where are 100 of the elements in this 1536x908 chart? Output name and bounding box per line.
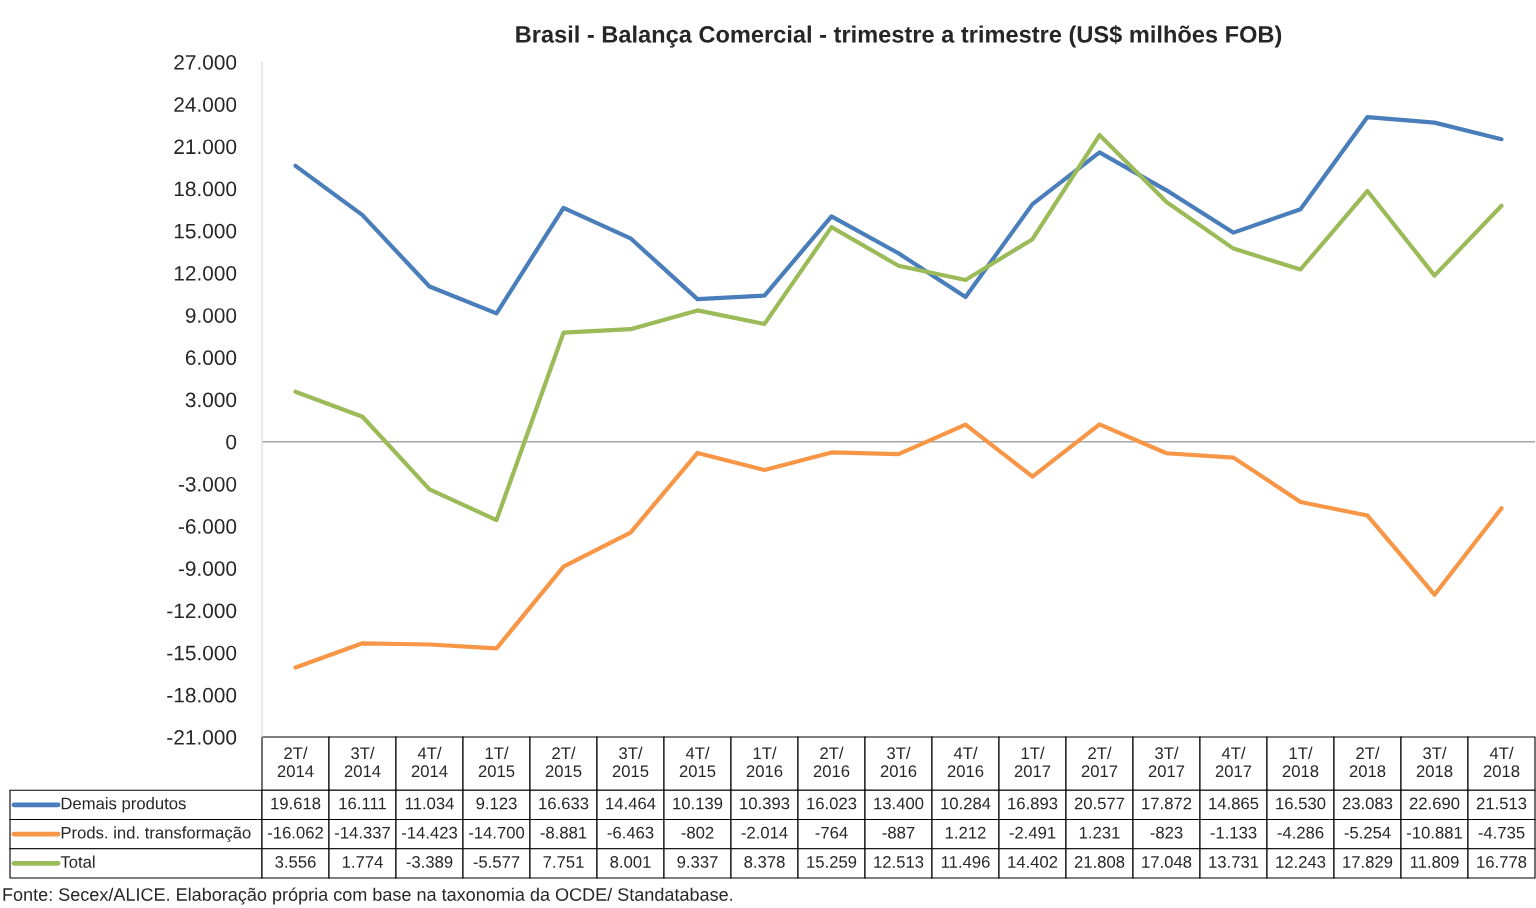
data-label: 11.034 (405, 797, 454, 810)
data-label: 16.893 (1008, 797, 1058, 810)
data-label: 12.513 (874, 856, 924, 868)
data-label: 14.402 (1008, 856, 1058, 868)
x-tick-label: 1T/ 2018 (1282, 746, 1319, 778)
legend-label: Demais produtos (61, 797, 186, 813)
x-tick-label: 4T/ 2018 (1483, 746, 1520, 778)
data-label: 19.618 (271, 797, 321, 810)
y-tick-label: 24.000 (174, 97, 237, 112)
data-label: 14.865 (1209, 797, 1259, 810)
data-label: 23.083 (1342, 797, 1393, 810)
data-label: -887 (882, 826, 915, 839)
x-tick-label: 3T/ 2017 (1148, 746, 1185, 778)
x-tick-label: 3T/ 2014 (344, 746, 381, 778)
y-tick-label: -12.000 (167, 603, 237, 619)
chart-title: Brasil - Balança Comercial - trimestre a trimestre (US$ milhões FOB) (516, 25, 1282, 48)
data-label: -14.423 (401, 826, 458, 839)
y-tick-label: 9.000 (185, 308, 237, 323)
y-tick-label: 6.000 (185, 350, 237, 366)
y-tick-label: 0 (226, 434, 237, 450)
y-tick-label: 18.000 (174, 181, 237, 197)
data-label: 22.690 (1409, 797, 1460, 810)
data-label: 13.400 (874, 797, 924, 810)
y-tick-label: -15.000 (167, 645, 237, 661)
data-label: 14.464 (606, 797, 656, 810)
data-label: -764 (815, 826, 848, 839)
x-tick-label: 1T/ 2016 (746, 746, 783, 778)
x-tick-label: 2T/ 2015 (545, 746, 582, 778)
y-tick-label: -18.000 (167, 687, 237, 703)
data-label: 1.231 (1079, 826, 1120, 839)
data-label: 8.001 (610, 856, 651, 868)
data-label: -2.491 (1009, 826, 1056, 839)
data-label: 9.337 (677, 856, 718, 868)
data-label: 1.212 (945, 826, 986, 839)
data-label: -823 (1150, 826, 1183, 839)
data-label: -14.700 (468, 826, 525, 839)
data-label: -1.133 (1210, 826, 1257, 839)
data-label: 21.513 (1476, 797, 1527, 810)
line-series (293, 114, 1504, 316)
data-label: -5.254 (1344, 826, 1391, 839)
x-tick-label: 3T/ 2016 (880, 746, 917, 778)
y-tick-label: 27.000 (174, 55, 237, 70)
data-label: -6.463 (607, 826, 654, 839)
x-tick-label: 2T/ 2014 (277, 746, 314, 778)
data-label: 8.378 (744, 856, 785, 868)
data-label: 20.577 (1074, 797, 1125, 810)
legend-label: Total (60, 855, 95, 868)
x-tick-label: 4T/ 2015 (679, 746, 716, 778)
x-tick-label: 1T/ 2015 (478, 746, 515, 778)
y-tick-label: -9.000 (178, 561, 237, 576)
legend-label: Prods. ind. transformação (61, 826, 251, 842)
data-label: -2.014 (741, 826, 788, 839)
data-label: -4.735 (1478, 826, 1525, 839)
x-tick-label: 3T/ 2015 (612, 746, 649, 778)
data-label: -802 (681, 826, 714, 839)
y-tick-label: 12.000 (174, 265, 237, 281)
data-label: 16.530 (1276, 797, 1326, 810)
x-tick-label: 2T/ 2016 (813, 746, 850, 778)
source-note: Fonte: Secex/ALICE. Elaboração própria com base na taxonomia da OCDE/ Standatabase. (3, 887, 733, 905)
data-label: -4.286 (1277, 826, 1324, 839)
y-tick-label: -6.000 (178, 519, 237, 534)
data-label: 17.872 (1142, 797, 1192, 810)
data-label: 11.809 (1410, 856, 1459, 868)
x-tick-label: 4T/ 2016 (947, 746, 984, 778)
data-label: 12.243 (1276, 856, 1326, 868)
x-tick-label: 4T/ 2017 (1215, 746, 1252, 778)
y-tick-label: -3.000 (178, 476, 237, 492)
data-label: 10.393 (740, 797, 790, 810)
data-label: -10.881 (1406, 826, 1462, 839)
data-label: -14.337 (334, 826, 390, 839)
data-label: 10.139 (673, 797, 723, 810)
y-tick-label: -21.000 (167, 730, 237, 745)
data-label: 16.023 (807, 797, 857, 810)
x-tick-label: 4T/ 2014 (411, 746, 448, 778)
data-label: 9.123 (476, 797, 517, 810)
data-label: 3.556 (275, 856, 316, 868)
x-tick-label: 3T/ 2018 (1416, 746, 1453, 778)
data-label: 16.633 (539, 797, 589, 810)
data-label: 17.829 (1343, 856, 1393, 868)
data-label: 16.111 (339, 797, 386, 810)
data-label: 15.259 (807, 856, 857, 868)
data-label: 1.774 (342, 856, 383, 868)
data-label: -3.389 (406, 856, 453, 868)
data-label: 17.048 (1142, 856, 1192, 868)
data-label: 11.496 (941, 856, 990, 868)
y-tick-label: 3.000 (185, 392, 237, 408)
data-label: 7.751 (543, 856, 584, 868)
x-tick-label: 2T/ 2018 (1349, 746, 1386, 778)
data-label: 13.731 (1209, 856, 1259, 868)
y-tick-label: 15.000 (174, 223, 237, 239)
data-label: -16.062 (267, 826, 323, 839)
line-series (293, 422, 1504, 670)
data-label: -5.577 (473, 856, 520, 868)
data-label: 10.284 (941, 797, 991, 810)
data-label: -8.881 (540, 826, 587, 839)
x-tick-label: 1T/ 2017 (1014, 746, 1051, 778)
y-tick-label: 21.000 (174, 139, 237, 155)
line-series (293, 132, 1504, 523)
data-label: 21.808 (1074, 856, 1125, 868)
data-label: 16.778 (1477, 856, 1527, 868)
